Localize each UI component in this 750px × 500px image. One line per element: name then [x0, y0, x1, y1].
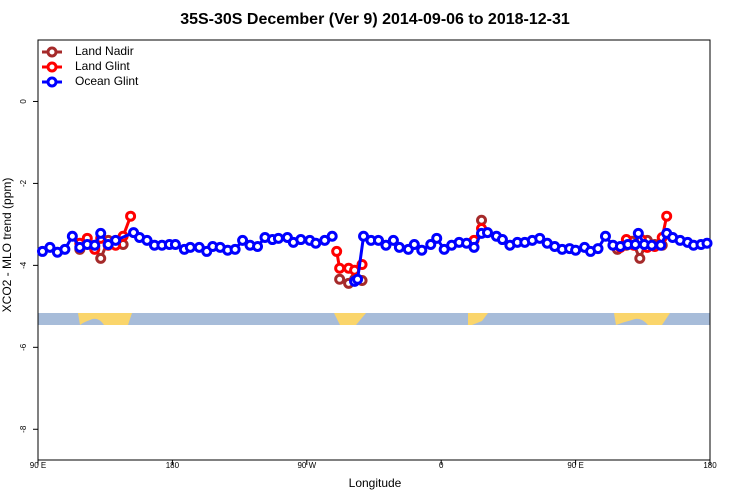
point [95, 252, 107, 264]
point [110, 234, 122, 246]
point [380, 239, 392, 251]
land-shape [614, 313, 670, 325]
point [372, 234, 384, 246]
point [334, 262, 346, 274]
land-shape [78, 313, 132, 325]
point [534, 232, 546, 244]
point [89, 239, 101, 251]
legend-label: Land Glint [75, 59, 130, 73]
point [59, 243, 71, 255]
point [431, 232, 443, 244]
point [632, 227, 644, 239]
x-tick-label: 180 [166, 461, 180, 470]
y-tick-label: -8 [19, 425, 28, 433]
y-tick-label: -6 [19, 343, 28, 351]
legend-marker [46, 76, 58, 88]
y-tick-label: -2 [19, 179, 28, 187]
point [272, 232, 284, 244]
point [44, 241, 56, 253]
point [310, 237, 322, 249]
legend-marker [46, 61, 58, 73]
point [331, 245, 343, 257]
point [655, 239, 667, 251]
point [646, 239, 658, 251]
point [237, 234, 249, 246]
point [141, 234, 153, 246]
point [592, 243, 604, 255]
point [229, 243, 241, 255]
point [295, 234, 307, 246]
point [599, 230, 611, 242]
map-strip [38, 313, 710, 325]
point [95, 227, 107, 239]
point [66, 230, 78, 242]
point [570, 244, 582, 256]
point [387, 234, 399, 246]
legend-label: Ocean Glint [75, 74, 139, 88]
legend-label: Land Nadir [75, 44, 134, 58]
point [468, 241, 480, 253]
ocean-strip [38, 313, 710, 325]
y-tick-label: -4 [19, 261, 28, 269]
land-shape [334, 313, 366, 325]
point [661, 210, 673, 222]
legend-marker [46, 46, 58, 58]
point [184, 241, 196, 253]
point [169, 238, 181, 250]
x-tick-label: 90 E [30, 461, 46, 470]
point [334, 273, 346, 285]
point [496, 234, 508, 246]
x-axis-label: Longitude [349, 476, 402, 490]
point [629, 238, 641, 250]
x-tick-label: 180 [703, 461, 717, 470]
x-tick-label: 90 E [567, 461, 583, 470]
point [125, 210, 137, 222]
x-tick-label: 90 W [297, 461, 316, 470]
plot-frame [37, 39, 711, 461]
point [701, 237, 713, 249]
point [408, 238, 420, 250]
point [252, 241, 264, 253]
land-shape [468, 313, 488, 325]
y-tick-label: 0 [19, 99, 28, 104]
point [416, 244, 428, 256]
y-axis-label: XCO2 - MLO trend (ppm) [0, 178, 14, 313]
point [634, 252, 646, 264]
x-tick-label: 0 [439, 461, 444, 470]
point [352, 273, 364, 285]
point [481, 227, 493, 239]
point [425, 238, 437, 250]
point [393, 241, 405, 253]
point [326, 230, 338, 242]
chart-title: 35S-30S December (Ver 9) 2014-09-06 to 2… [180, 11, 570, 28]
